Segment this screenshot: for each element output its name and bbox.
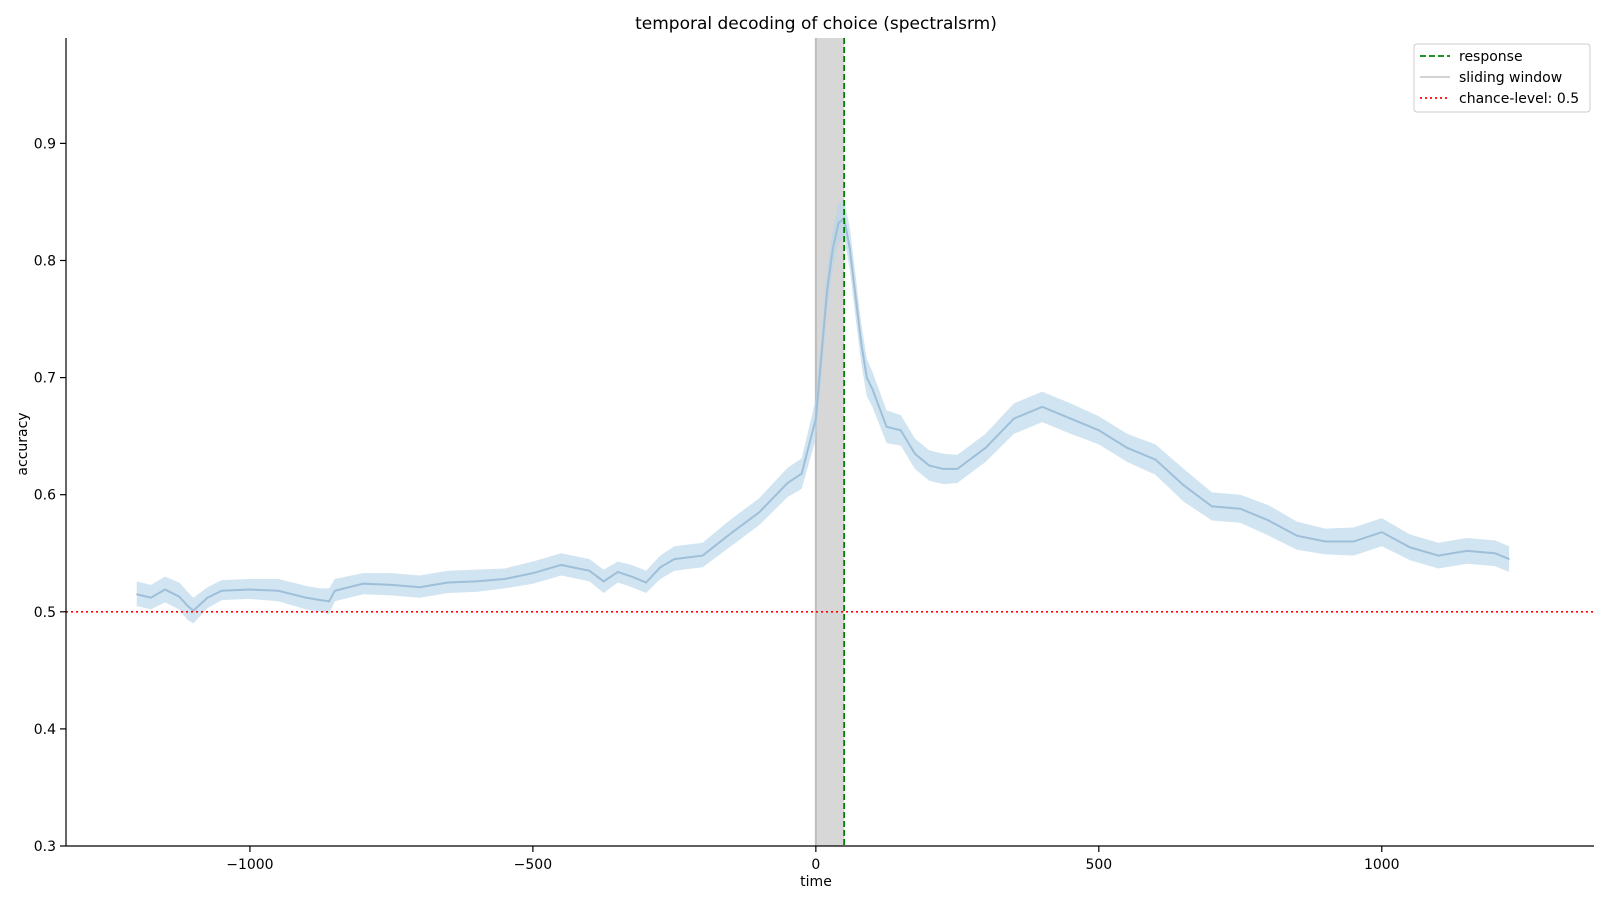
data-point	[1296, 534, 1298, 537]
data-point	[854, 294, 857, 297]
data-point	[1154, 458, 1157, 461]
data-point	[503, 578, 506, 580]
data-point	[1098, 429, 1100, 432]
data-point	[334, 589, 336, 592]
data-point	[178, 595, 180, 598]
data-point	[820, 353, 823, 355]
data-point	[602, 580, 605, 583]
data-point	[631, 575, 633, 578]
data-point	[914, 452, 916, 455]
data-point	[1041, 406, 1044, 408]
legend: response sliding window chance-level: 0.5	[1413, 43, 1591, 113]
data-point	[328, 600, 330, 603]
data-point	[837, 222, 840, 224]
data-point	[206, 596, 209, 599]
y-tick-label: 0.4	[34, 722, 56, 738]
data-point	[277, 589, 280, 592]
x-tick-label: 1000	[1364, 857, 1400, 873]
x-tick-label: 0	[811, 857, 820, 873]
data-point	[560, 564, 562, 566]
data-point	[730, 532, 732, 535]
x-tick-label: −1000	[226, 857, 273, 873]
data-point	[832, 247, 834, 250]
data-point	[645, 581, 647, 584]
y-tick-label: 0.3	[34, 839, 56, 855]
legend-label: response	[1459, 49, 1523, 65]
data-point	[885, 425, 888, 428]
data-point	[220, 589, 223, 592]
y-tick-label: 0.6	[34, 488, 56, 504]
y-tick-label: 0.7	[34, 371, 56, 387]
data-point	[1465, 550, 1468, 552]
data-point	[860, 341, 862, 344]
data-point	[1182, 484, 1185, 487]
data-point	[899, 429, 902, 432]
data-point	[1324, 540, 1326, 543]
x-axis-label: time	[800, 874, 832, 890]
y-axis-label: accuracy	[15, 412, 31, 475]
x-tick-label: −500	[514, 857, 552, 873]
data-point	[673, 558, 676, 560]
legend-label: chance-level: 0.5	[1459, 91, 1579, 107]
data-point	[942, 468, 944, 470]
data-point	[984, 447, 987, 449]
data-point	[1380, 531, 1383, 533]
data-point	[1013, 417, 1015, 420]
data-point	[1069, 417, 1072, 420]
data-point	[928, 464, 930, 467]
data-point	[164, 588, 166, 591]
data-point	[616, 571, 619, 573]
data-point	[865, 376, 868, 379]
y-tick-label: 0.8	[34, 253, 56, 269]
data-point	[135, 593, 138, 596]
legend-label: sliding window	[1459, 70, 1562, 86]
data-point	[1211, 505, 1213, 508]
data-point	[249, 588, 251, 591]
data-point	[305, 596, 308, 599]
data-point	[447, 581, 449, 584]
data-point	[1239, 507, 1242, 510]
data-point	[1494, 552, 1496, 555]
data-point	[1508, 558, 1510, 560]
y-tick-label: 0.9	[34, 136, 56, 152]
data-point	[390, 584, 393, 586]
data-point	[1352, 540, 1355, 543]
data-point	[150, 596, 152, 599]
data-point	[1126, 447, 1128, 449]
data-point	[826, 288, 828, 291]
data-point	[319, 599, 322, 601]
sliding-window-span	[815, 38, 845, 846]
data-point	[588, 570, 591, 572]
data-point	[362, 582, 364, 585]
data-point	[758, 511, 761, 514]
chart-title: temporal decoding of choice (spectralsrm…	[635, 14, 997, 34]
data-point	[186, 605, 189, 607]
data-point	[659, 566, 662, 569]
data-point	[1437, 554, 1440, 557]
data-point	[1409, 546, 1411, 549]
data-point	[871, 388, 874, 391]
data-point	[800, 472, 803, 475]
data-point	[475, 580, 478, 583]
data-point	[956, 468, 959, 470]
data-point	[701, 554, 704, 557]
y-tick-label: 0.5	[34, 605, 56, 621]
data-point	[418, 586, 421, 589]
data-point	[849, 247, 851, 250]
data-point	[815, 417, 817, 420]
data-point	[1267, 519, 1270, 522]
confidence-band-0	[136, 199, 1510, 624]
data-point	[786, 482, 789, 484]
x-tick-label: 500	[1085, 857, 1112, 873]
legend-box	[1413, 43, 1591, 113]
data-point	[532, 572, 534, 574]
